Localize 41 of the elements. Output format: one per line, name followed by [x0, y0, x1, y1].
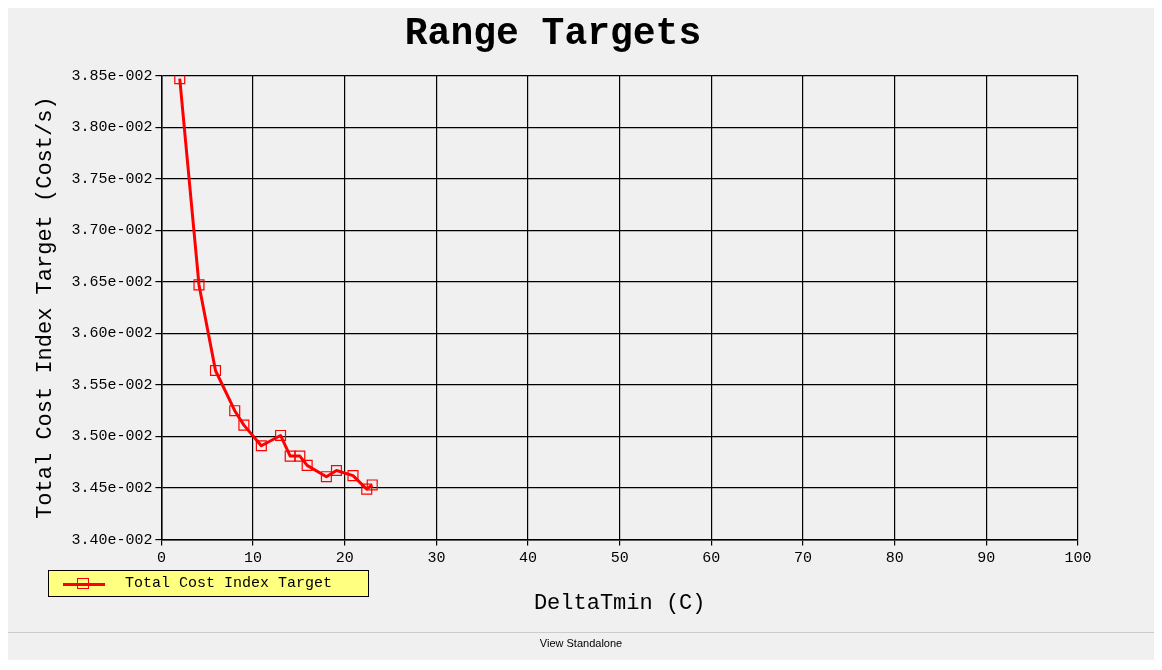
x-tick-label: 10	[244, 549, 263, 567]
point	[294, 450, 306, 462]
y-tick-label: 3.50e-002	[71, 428, 153, 446]
x-tick-label: 20	[335, 549, 354, 567]
point	[255, 440, 267, 452]
y-tick-label: 3.55e-002	[71, 376, 153, 394]
point	[209, 364, 222, 377]
y-tick-label: 3.60e-002	[71, 325, 153, 343]
point	[361, 483, 373, 495]
y-tick-label: 3.85e-002	[71, 67, 153, 85]
point	[229, 405, 241, 417]
chart-title: Range Targets	[404, 12, 702, 56]
x-tick-label: 90	[977, 549, 996, 567]
x-tick-label: 100	[1064, 549, 1092, 567]
x-tick-label: 40	[519, 549, 538, 567]
y-tick-label: 3.75e-002	[71, 170, 153, 188]
x-tick-label: 70	[794, 549, 813, 567]
point	[275, 429, 287, 442]
point	[366, 479, 378, 491]
x-tick-label: 50	[610, 549, 629, 567]
legend-label: Total Cost Index Target	[125, 575, 333, 592]
y-axis-title: Total Cost Index Target (Cost/s)	[33, 96, 59, 519]
y-tick-label: 3.65e-002	[71, 273, 153, 291]
y-tick-label: 3.40e-002	[71, 531, 153, 549]
point	[238, 419, 250, 431]
point	[320, 471, 332, 483]
point	[330, 464, 343, 477]
x-axis-title: DeltaTmin (C)	[533, 590, 706, 616]
text: View Standalone	[8, 632, 1154, 649]
x-tick-label: 80	[885, 549, 904, 567]
x-tick-label: 60	[702, 549, 721, 567]
point	[301, 459, 313, 471]
y-tick-label: 3.45e-002	[71, 480, 153, 498]
x-tick-label: 0	[156, 549, 166, 567]
y-tick-label: 3.80e-002	[71, 119, 153, 137]
x-tick-label: 30	[427, 549, 446, 567]
point	[347, 470, 359, 482]
y-tick-label: 3.70e-002	[71, 222, 153, 240]
point	[193, 279, 205, 291]
point	[174, 75, 186, 85]
point	[284, 450, 296, 462]
